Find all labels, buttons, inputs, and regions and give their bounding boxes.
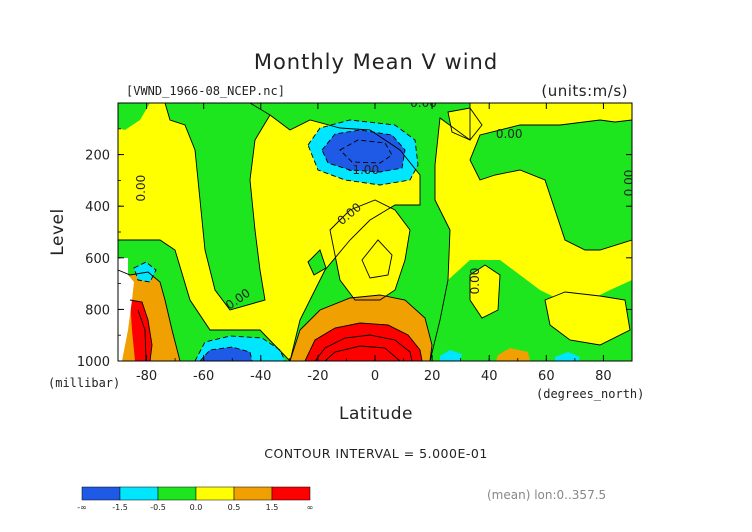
contour-line-negative [199, 346, 253, 361]
band-yellow-island-right [470, 265, 500, 318]
x-axis-units: (degrees_north) [536, 387, 644, 401]
contour-label: 0.00 [410, 96, 437, 110]
contour-line [129, 299, 153, 361]
band-green-mid-left [165, 103, 270, 310]
colorbar-label: -∞ [77, 503, 87, 512]
contour-plot: 0.000.00-1.000.00 0.000.000.000.00 [118, 96, 636, 361]
colorbar-label: 0.0 [190, 503, 203, 512]
contour-line [289, 294, 433, 361]
units-label: (units:m/s) [541, 82, 628, 100]
contour-line [164, 103, 271, 311]
contour-line [314, 334, 413, 361]
y-tick-label: 1000 [77, 355, 110, 370]
contour-line [469, 264, 501, 319]
y-tick-label: 200 [85, 149, 110, 164]
x-tick-label: 60 [538, 369, 555, 384]
colorbar-swatch [195, 486, 235, 501]
band-red-left [130, 300, 152, 361]
band-yellow-island-far-right [545, 292, 630, 345]
y-axis: 200 400 600 800 1000 [77, 128, 632, 370]
contour-line-negative [307, 119, 419, 186]
y-axis-units: (millibar) [48, 376, 120, 390]
colorbar-label: ∞ [307, 503, 314, 512]
x-tick-label: 80 [595, 369, 612, 384]
band-yellow-top-right [448, 108, 482, 140]
contour-line [429, 103, 471, 361]
x-tick-label: -80 [136, 369, 157, 384]
band-blue-lower-left [200, 347, 252, 361]
contour-line [447, 107, 483, 141]
contour-line [361, 239, 393, 279]
averaging-note: (mean) lon:0..357.5 [487, 488, 606, 502]
dataset-label: [VWND_1966-08_NCEP.nc] [126, 84, 285, 98]
colorbar-label: -0.5 [150, 503, 166, 512]
x-tick-label: -20 [307, 369, 328, 384]
colorbar-swatch [157, 486, 197, 501]
band-green-right [470, 120, 632, 250]
y-axis-title: Level [48, 208, 68, 255]
contour-line [469, 119, 632, 251]
negative-contour-lines [133, 119, 419, 361]
x-tick-label: -60 [193, 369, 214, 384]
band-cyan-small-right [440, 350, 462, 361]
colorbar-swatch [81, 486, 121, 501]
contour-line [324, 345, 401, 361]
contour-line [544, 291, 631, 346]
contour-label: 0.00 [622, 170, 636, 197]
contour-line-negative [339, 139, 393, 164]
contour-line-negative [194, 335, 286, 361]
x-axis: -80 -60 -40 -20 0 20 40 60 80 [117, 103, 633, 384]
contour-line [269, 114, 421, 361]
colorbar-swatch [233, 486, 273, 501]
y-tick-label: 600 [85, 252, 110, 267]
band-green-left-upper [118, 103, 150, 130]
band-blue-upper-center [322, 130, 405, 172]
colorbar-label: 1.5 [266, 503, 279, 512]
contour-lines [118, 103, 632, 361]
y-tick-label: 800 [85, 303, 110, 318]
band-red-center [305, 323, 422, 361]
contour-line [304, 322, 423, 361]
contour-interval: CONTOUR INTERVAL = 5.000E-01 [264, 446, 488, 461]
contour-line-negative [321, 129, 406, 173]
band-green-small-left [308, 250, 326, 275]
colorbar-swatch [119, 486, 159, 501]
x-tick-label: -40 [250, 369, 271, 384]
contour-label: 0.00 [468, 268, 482, 295]
band-orange-right-low [496, 348, 530, 361]
chart-title: Monthly Mean V wind [254, 50, 498, 74]
contour-line [329, 199, 411, 301]
contour-line [307, 249, 327, 276]
y-tick-label: 400 [85, 200, 110, 215]
contour-line [118, 269, 181, 361]
contour-line [118, 239, 291, 361]
missing-data-patch [118, 258, 134, 361]
colorbar-label: 0.5 [228, 503, 241, 512]
x-tick-label: 20 [424, 369, 441, 384]
x-tick-label: 0 [371, 369, 379, 384]
x-tick-label: 40 [481, 369, 498, 384]
contour-line-negative [133, 261, 157, 283]
band-cyan-far-left [134, 262, 156, 282]
colorbar-label: -1.5 [112, 503, 128, 512]
contour-label: 0.00 [134, 175, 148, 202]
band-cyan-small-right2 [555, 352, 580, 361]
colorbar: -∞ -1.5 -0.5 0.0 0.5 1.5 ∞ [77, 486, 314, 512]
contour-label: 0.00 [496, 127, 523, 141]
contour-line [137, 309, 147, 361]
contour-label: -1.00 [348, 163, 379, 177]
colorbar-swatch [271, 486, 311, 501]
x-axis-title: Latitude [339, 404, 413, 424]
